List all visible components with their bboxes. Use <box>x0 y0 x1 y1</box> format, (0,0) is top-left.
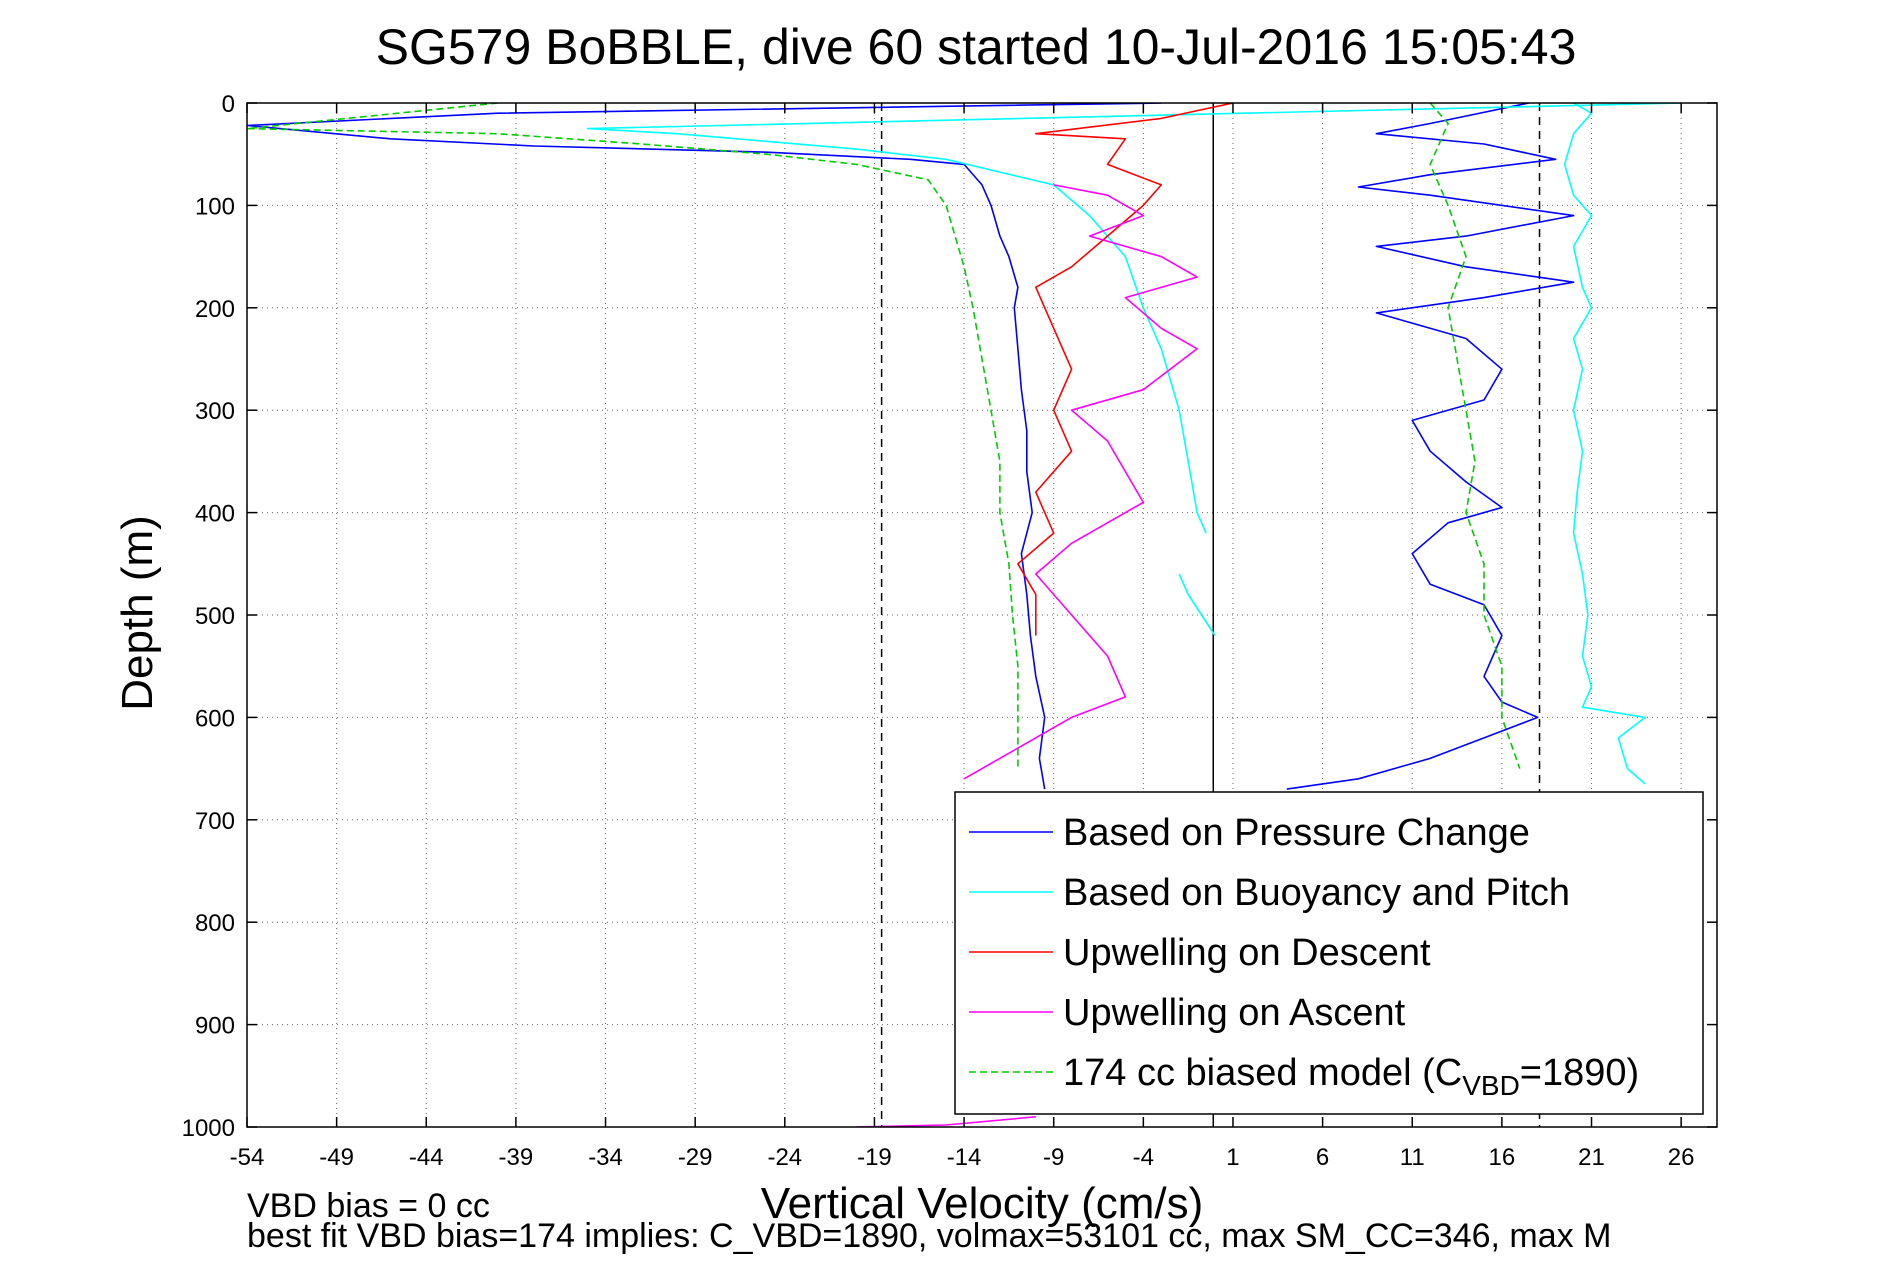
footer-vbd-bias: VBD bias = 0 cc <box>247 1187 490 1225</box>
y-tick-label: 300 <box>195 398 235 425</box>
y-axis-label: Depth (m) <box>113 515 162 711</box>
series-line-3 <box>1178 573 1216 636</box>
x-tick-label: -9 <box>1043 1144 1064 1171</box>
x-tick-label: 21 <box>1578 1144 1605 1171</box>
legend-label: Based on Pressure Change <box>1063 812 1530 854</box>
x-tick-label: -29 <box>678 1144 713 1171</box>
legend-label: 174 cc biased model (CVBD=1890) <box>1063 1052 1639 1101</box>
y-tick-label: 0 <box>222 91 235 118</box>
series-line-1 <box>1286 103 1575 790</box>
x-tick-label: -34 <box>588 1144 623 1171</box>
x-tick-label: 16 <box>1489 1144 1516 1171</box>
y-tick-label: 900 <box>195 1013 235 1040</box>
y-tick-label: 100 <box>195 193 235 220</box>
series-line-4 <box>1563 103 1647 785</box>
y-tick-label: 500 <box>195 603 235 630</box>
x-tick-label: -24 <box>767 1144 802 1171</box>
legend-label: Upwelling on Descent <box>1063 932 1431 974</box>
x-tick-label: 6 <box>1316 1144 1329 1171</box>
chart-title: SG579 BoBBLE, dive 60 started 10-Jul-201… <box>376 19 1577 75</box>
footer-best-fit: best fit VBD bias=174 implies: C_VBD=189… <box>247 1217 1611 1255</box>
x-tick-label: -39 <box>499 1144 534 1171</box>
series-line-9 <box>1429 103 1521 769</box>
x-tick-label: 1 <box>1226 1144 1239 1171</box>
x-tick-label: -4 <box>1133 1144 1154 1171</box>
y-tick-label: 1000 <box>182 1115 235 1142</box>
x-axis-label: Vertical Velocity (cm/s) <box>761 1179 1204 1228</box>
y-tick-label: 400 <box>195 501 235 528</box>
legend: Based on Pressure Change Based on Buoyanc… <box>954 791 1704 1115</box>
series-line-5 <box>1017 103 1234 636</box>
series-line-8 <box>247 103 1019 769</box>
y-tick-label: 200 <box>195 296 235 323</box>
series-line-6 <box>963 184 1198 780</box>
y-tick-label: 700 <box>195 808 235 835</box>
x-tick-label: -14 <box>947 1144 982 1171</box>
y-tick-label: 600 <box>195 705 235 732</box>
series-line-0 <box>247 103 1162 790</box>
x-tick-label: -44 <box>409 1144 444 1171</box>
x-tick-label: 11 <box>1400 1144 1425 1171</box>
x-tick-label: -49 <box>319 1144 354 1171</box>
x-tick-label: -54 <box>230 1144 265 1171</box>
x-tick-label: -19 <box>857 1144 892 1171</box>
x-axis-ticks: -54 -49 -44 -39 -34 -29 -24 -19 -14 -9 -4 1 6 11 16 21 2… <box>230 103 1695 1171</box>
x-tick-label: 26 <box>1668 1144 1695 1171</box>
legend-label: Based on Buoyancy and Pitch <box>1063 872 1570 914</box>
legend-label: Upwelling on Ascent <box>1063 992 1406 1034</box>
y-axis-ticks: 0 100 200 300 400 500 600 700 800 900 1000 <box>182 91 1717 1142</box>
series-group <box>247 103 1682 1127</box>
y-tick-label: 800 <box>195 910 235 937</box>
legend-box <box>954 791 1704 1115</box>
